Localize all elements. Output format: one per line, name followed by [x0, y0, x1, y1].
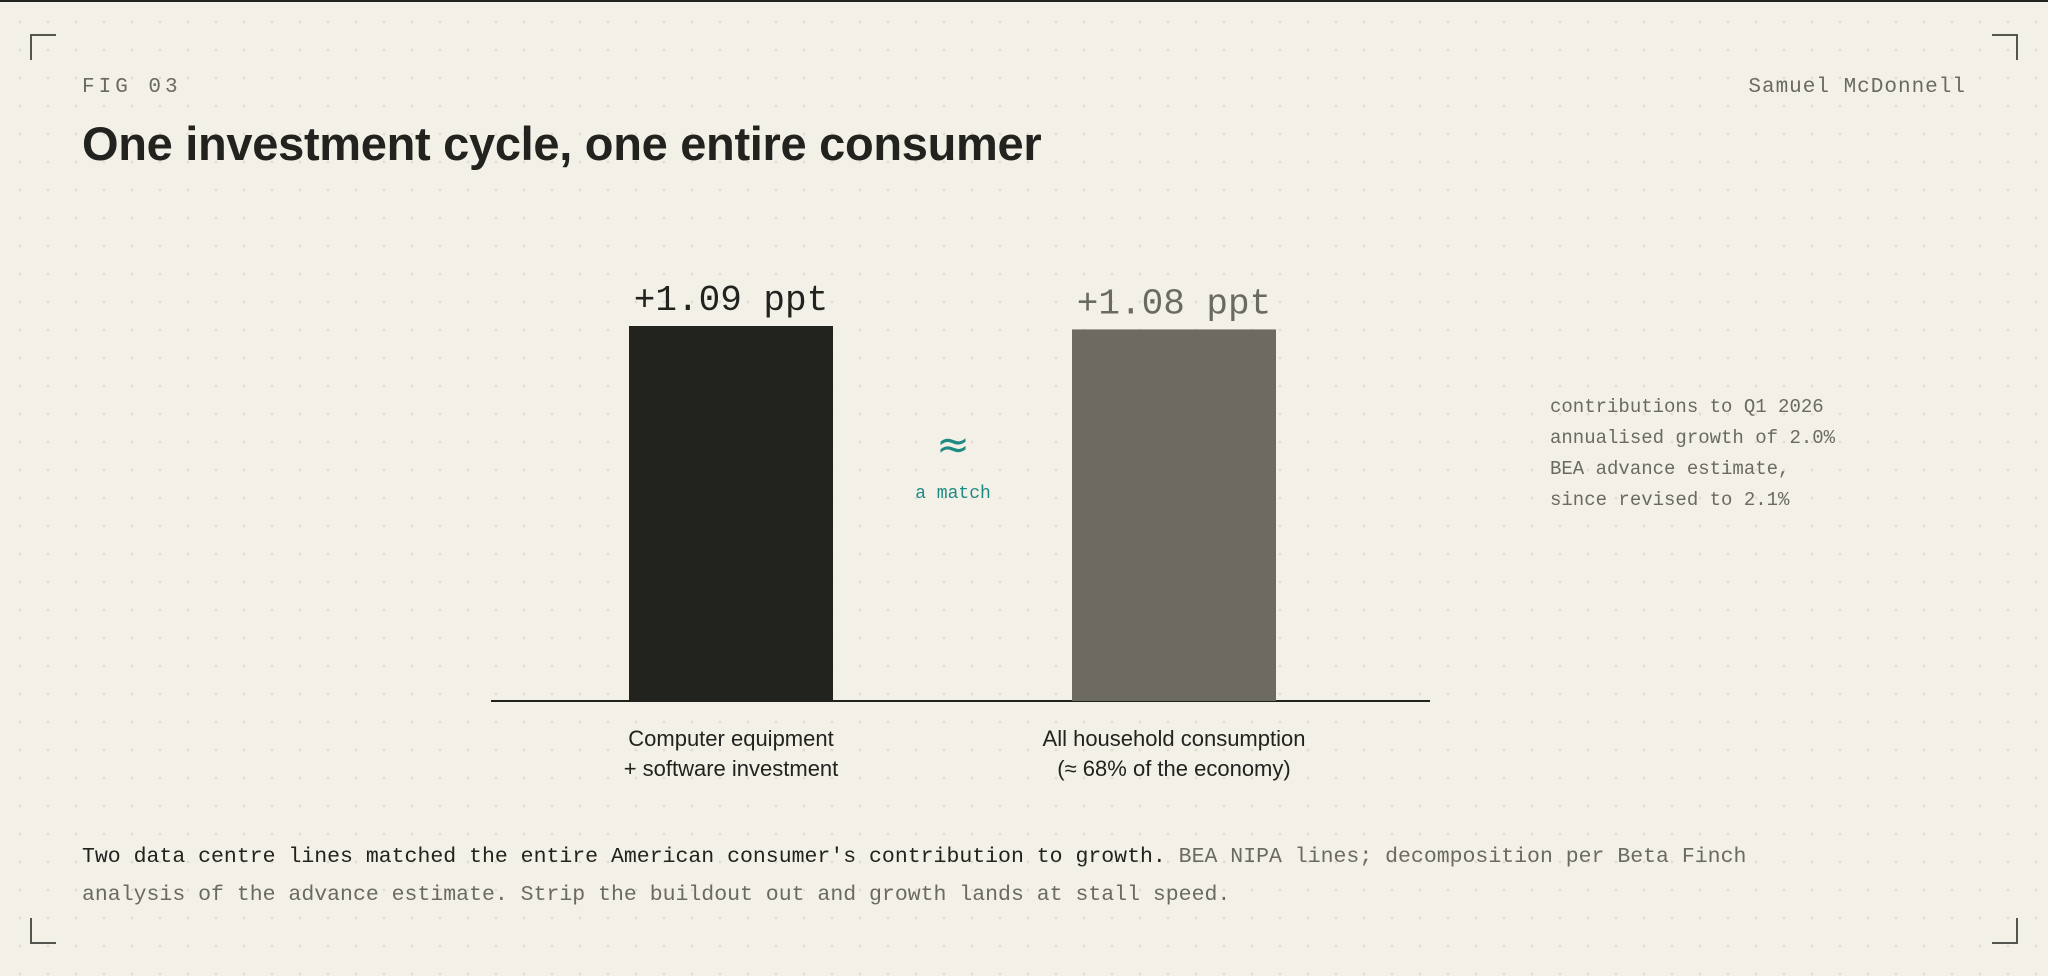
caption-lead: Two data centre lines matched the entire… — [82, 845, 1166, 869]
corner-mark-bottom-right — [1992, 918, 2018, 944]
caption-source: BEA NIPA lines; decomposition per Beta F… — [82, 845, 1747, 907]
match-annotation: a match — [915, 484, 991, 504]
side-note-line: since revised to 2.1% — [1550, 489, 1790, 511]
corner-mark-top-left — [30, 34, 56, 60]
figure-caption: Two data centre lines matched the entire… — [82, 838, 1802, 914]
category-label: + software investment — [624, 756, 839, 781]
figure-label: FIG 03 — [82, 76, 182, 99]
approximately-equal-icon: ≈ — [936, 422, 970, 468]
value-label: +1.09 ppt — [634, 280, 828, 321]
author-name: Samuel McDonnell — [1748, 76, 1966, 99]
corner-mark-bottom-left — [30, 918, 56, 944]
side-note-line: annualised growth of 2.0% — [1550, 427, 1836, 449]
value-label: +1.08 ppt — [1077, 283, 1271, 324]
bar — [1072, 329, 1276, 701]
chart-title: One investment cycle, one entire consume… — [82, 117, 1042, 170]
category-label: (≈ 68% of the economy) — [1057, 756, 1290, 781]
category-label: Computer equipment — [628, 726, 833, 751]
side-note-line: BEA advance estimate, — [1550, 458, 1790, 480]
side-note: contributions to Q1 2026 annualised grow… — [1550, 392, 1835, 516]
bar — [629, 326, 833, 701]
corner-mark-top-right — [1992, 34, 2018, 60]
category-label: All household consumption — [1043, 726, 1306, 751]
side-note-line: contributions to Q1 2026 — [1550, 396, 1824, 418]
